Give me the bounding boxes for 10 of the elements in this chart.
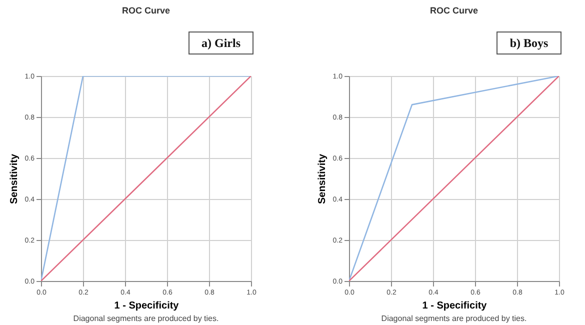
text: a) Girls (202, 36, 241, 50)
text: b) Boys (510, 36, 548, 50)
chart-title: ROC Curve (430, 6, 478, 16)
text: Diagonal segments are produced by ties. (381, 314, 527, 323)
text: Diagonal segments are produced by ties. (73, 314, 219, 323)
y-axis-title: Sensitivity (8, 154, 20, 204)
chart-title: ROC Curve (122, 6, 170, 16)
x-axis-title: 1 - Specificity (114, 300, 180, 312)
y-axis-title: Sensitivity (316, 154, 328, 204)
x-axis-title: 1 - Specificity (422, 300, 488, 312)
